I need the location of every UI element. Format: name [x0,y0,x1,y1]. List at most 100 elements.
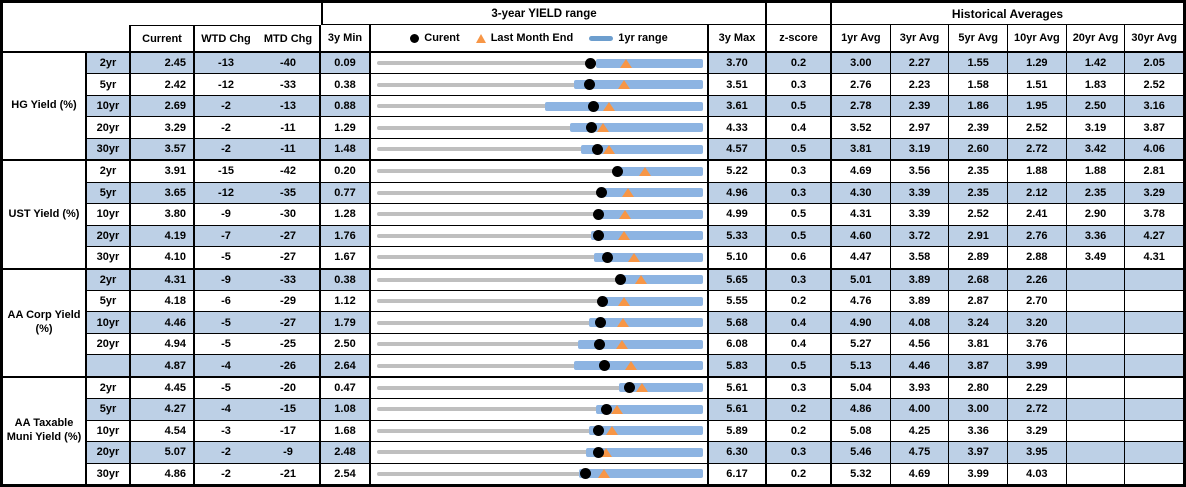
range-chart-cell [371,333,709,355]
avg-cell [1067,290,1126,312]
z-score-cell: 0.6 [767,247,832,268]
wtd-chg-value: -5 [221,381,231,394]
min-3y-cell: 2.50 [321,333,371,355]
avg-cell: 3.97 [949,442,1009,463]
avg-cell: 2.60 [949,138,1009,160]
wtd-chg-value: -5 [221,251,231,264]
z-score-cell: 0.4 [767,312,832,333]
wtd-chg-value: -2 [221,121,231,134]
legend-range-label: 1yr range [618,32,668,44]
range-chart-cell [371,312,709,333]
avg-cell [1125,378,1183,398]
range-track [377,450,701,455]
table-row: 20yr 5.07 -2 -9 2.48 6.30 0.3 5.46 4.75 3.97 3.95 [87,442,1184,464]
current-dot [599,360,611,372]
range-chart-cell [371,182,709,204]
max-3y-cell: 5.61 [709,377,767,399]
avg-cell: 1.51 [1008,74,1067,95]
table-section: AA Taxable Muni Yield (%) 2yr 4.45 -5 -20 0.4… [3,377,1184,485]
avg-cell: 4.75 [890,442,950,463]
range-chart-cell [371,269,709,290]
avg-cell: 4.00 [890,399,950,420]
current-value-cell: 3.57 [131,138,195,160]
current-dot [593,338,605,350]
change-cells: -2 -11 [195,138,321,160]
avg-cell [1125,334,1183,354]
table-row: 20yr 4.94 -5 -25 2.50 6.08 0.4 5.27 4.56 3.81 3.76 [87,333,1183,356]
avg-cell: 3.16 [1125,95,1184,117]
change-cells: -9 -30 [195,204,321,225]
avg-cell: 4.46 [890,355,950,376]
table-row: 5yr 4.18 -6 -29 1.12 5.55 0.2 4.76 3.89 2.87 2.70 [87,290,1183,313]
avg-cell: 4.25 [891,420,950,442]
range-track [377,212,701,217]
range-bar-1yr [589,318,703,328]
avg-cell: 2.97 [891,117,950,138]
avg-cell: 2.39 [949,117,1009,138]
table-row: 5yr 3.65 -12 -35 0.77 4.96 0.3 4.30 3.39 2.35 2.12… [87,182,1184,205]
avg-cell: 4.76 [832,290,891,312]
avg-cell: 3.89 [890,269,950,290]
last-month-end-marker [639,166,652,176]
avg-cell: 2.87 [949,290,1009,312]
avg-cell [1125,291,1183,311]
range-chart-cell [371,420,709,442]
col-header-z-score: z-score [767,25,832,51]
avg-cell: 2.12 [1008,182,1067,204]
change-cells: -3 -17 [195,420,321,442]
last-month-end-marker [598,469,611,479]
tenor-cell: 5yr [87,290,131,312]
tenor-cell: 5yr [87,399,131,420]
range-chart-cell [371,442,709,463]
current-dot [595,317,607,329]
min-3y-cell: 0.38 [321,74,371,95]
col-header-mtd-chg: MTD Chg [263,32,313,45]
avg-cell: 2.91 [949,225,1009,247]
min-3y-cell: 1.76 [321,225,371,247]
tenor-cell: 5yr [87,182,131,204]
avg-cell: 5.01 [832,269,891,290]
current-dot [587,100,599,112]
current-value-cell: 4.18 [131,290,195,312]
avg-cell: 4.86 [832,399,891,420]
current-dot-icon [410,33,420,43]
min-3y-cell: 0.77 [321,182,371,204]
table-row: 10yr 2.69 -2 -13 0.88 3.61 0.5 2.78 2.39 1.86 1.95… [87,95,1184,118]
zscore-header-spacer [767,3,832,25]
table-row: 2yr 4.45 -5 -20 0.47 5.61 0.3 5.04 3.93 2.80 2.29 [87,377,1183,400]
current-value-cell: 2.42 [131,74,195,95]
wtd-chg-value: -5 [221,316,231,329]
current-value-cell: 5.07 [131,442,195,463]
mtd-chg-value: -26 [280,359,296,372]
max-3y-cell: 5.68 [709,312,767,333]
current-dot [591,143,603,155]
max-3y-cell: 6.08 [709,333,767,355]
avg-cell: 2.52 [1143,78,1165,91]
range-track [377,407,701,412]
range-chart-cell [371,204,709,225]
range-bar-1yr [570,123,703,133]
range-bar-1yr [545,101,703,111]
tenor-cell: 20yr [87,442,131,463]
avg-cell: 4.69 [891,463,950,485]
avg-cell: 5.13 [832,355,891,376]
max-3y-cell: 5.65 [709,269,767,290]
avg-cell: 3.87 [1143,121,1165,134]
avg-cell: 1.86 [949,95,1009,117]
current-value-cell: 2.69 [131,95,195,117]
table-row: 2yr 3.91 -15 -42 0.20 5.22 0.3 4.69 3.56 2.35 1.88… [87,161,1183,183]
avg-cell: 3.00 [949,399,1009,420]
min-3y-cell: 2.48 [321,442,371,463]
table-row: 5yr 2.42 -12 -33 0.38 3.51 0.3 2.76 2.23 1.58 1.51… [87,74,1183,96]
z-score-cell: 0.4 [767,333,832,355]
col-header-avg: 3yr Avg [891,25,950,51]
col-header-3y-min: 3y Min [321,25,371,51]
range-track [377,125,701,130]
avg-cell: 4.31 [832,204,891,225]
legend-item-last-month-end: Last Month End [475,32,573,44]
tenor-cell: 20yr [87,225,131,247]
avg-cell: 2.41 [1008,204,1067,225]
change-cells: -12 -33 [195,74,321,95]
current-dot [584,57,596,69]
